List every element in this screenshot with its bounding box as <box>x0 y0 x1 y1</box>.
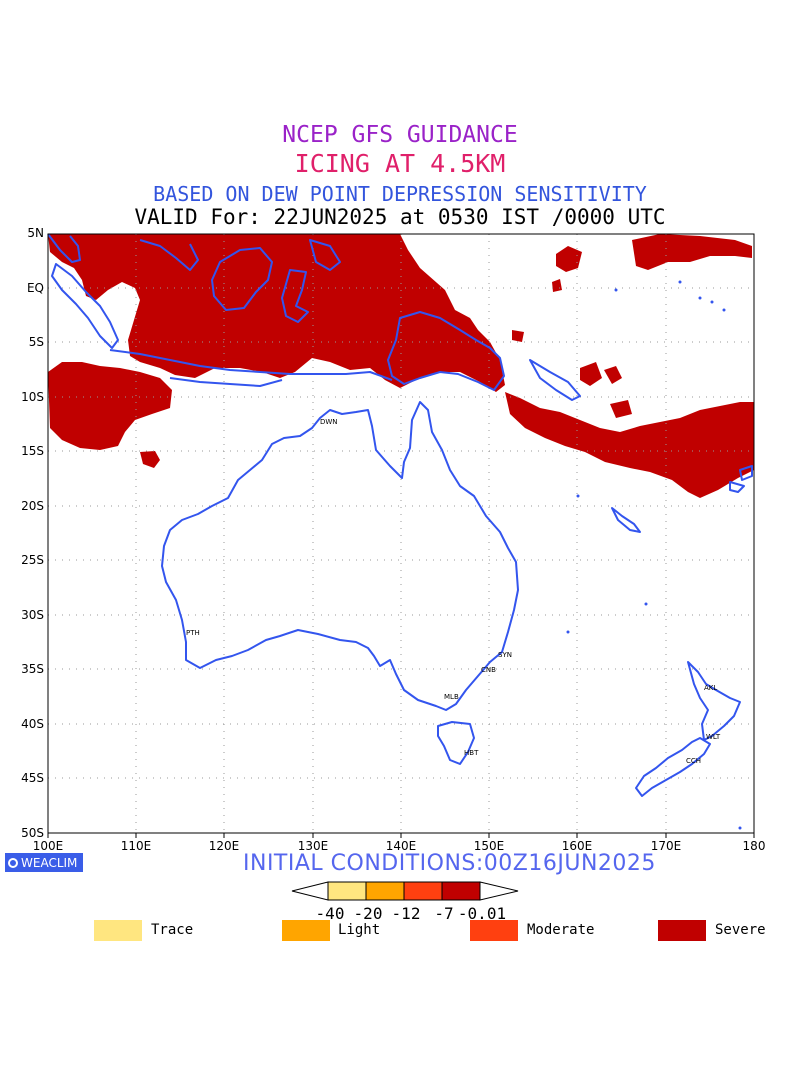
australia-coastline <box>161 401 519 711</box>
lon-label-120e: 120E <box>208 839 240 853</box>
axis-ticks <box>47 833 755 838</box>
title-product: NCEP GFS GUIDANCE <box>282 122 518 148</box>
colorbar-moderate-box <box>403 881 443 901</box>
lon-label-170e: 170E <box>650 839 682 853</box>
legend-swatch-moderate <box>470 920 518 941</box>
nz-north-coastline <box>687 661 741 741</box>
legend-label-light: Light <box>338 922 381 938</box>
lat-label-15s: 15S <box>21 444 44 458</box>
lat-label-50s: 50S <box>21 826 44 840</box>
legend-swatch-trace <box>94 920 142 941</box>
legend-swatch-light <box>282 920 330 941</box>
colorbar-light-box <box>365 881 405 901</box>
lat-label-25s: 25S <box>21 553 44 567</box>
lat-label-10s: 10S <box>21 390 44 404</box>
city-label-christchurch: CCH <box>686 757 701 765</box>
lat-label-5n: 5N <box>27 226 44 240</box>
lat-label-35s: 35S <box>21 662 44 676</box>
lat-label-40s: 40S <box>21 717 44 731</box>
city-label-sydney: SYN <box>498 651 512 659</box>
lon-label-150e: 150E <box>473 839 505 853</box>
city-label-auckland: AKL <box>704 684 717 692</box>
colorbar <box>291 881 519 901</box>
lat-label-20s: 20S <box>21 499 44 513</box>
city-label-wellington: WLT <box>706 733 721 741</box>
colorbar-tick: -12 <box>391 904 421 923</box>
colorbar-tick: -40 <box>315 904 345 923</box>
city-label-hobart: HBT <box>464 749 479 757</box>
lat-lon-grid <box>48 234 754 833</box>
colorbar-tick: -0.01 <box>457 904 507 923</box>
title-parameter: ICING AT 4.5KM <box>294 149 506 178</box>
weaclim-label: WEACLIM <box>21 855 78 870</box>
copyright-icon <box>8 857 18 868</box>
lon-label-100e: 100E <box>32 839 64 853</box>
legend-swatch-severe <box>658 920 706 941</box>
colorbar-trace-box <box>327 881 367 901</box>
lon-label-140e: 140E <box>385 839 417 853</box>
initial-conditions-label: INITIAL CONDITIONS:00Z16JUN2025 <box>243 851 656 876</box>
title-valid-time: VALID For: 22JUN2025 at 0530 IST /0000 U… <box>134 205 666 229</box>
lat-label-eq: EQ <box>26 281 44 295</box>
city-label-melbourne: MLB <box>444 693 459 701</box>
tasmania-coastline <box>437 721 475 765</box>
city-label-darwin: DWN <box>320 418 338 426</box>
legend-label-trace: Trace <box>151 922 194 938</box>
lon-label-130e: 130E <box>297 839 329 853</box>
legend-label-moderate: Moderate <box>527 922 595 938</box>
weaclim-logo: WEACLIM <box>5 853 84 872</box>
lon-label-110e: 110E <box>120 839 152 853</box>
title-method: BASED ON DEW POINT DEPRESSION SENSITIVIT… <box>153 182 647 206</box>
nz-south-coastline <box>635 737 711 797</box>
city-label-perth: PTH <box>186 629 200 637</box>
lat-label-30s: 30S <box>21 608 44 622</box>
colorbar-tick: -20 <box>353 904 383 923</box>
legend-label-severe: Severe <box>715 922 766 938</box>
city-labels: DWN PTH SYN CNB MLB HBT AKL WLT CCH <box>186 418 721 765</box>
coastlines <box>47 233 753 797</box>
city-label-canberra: CNB <box>481 666 496 674</box>
colorbar-severe-box <box>441 881 481 901</box>
small-islands <box>566 280 742 830</box>
lat-label-45s: 45S <box>21 771 44 785</box>
lon-label-180: 180 <box>742 839 766 853</box>
colorbar-tick: -7 <box>434 904 454 923</box>
lat-label-5s: 5S <box>28 335 44 349</box>
lon-label-160e: 160E <box>561 839 593 853</box>
